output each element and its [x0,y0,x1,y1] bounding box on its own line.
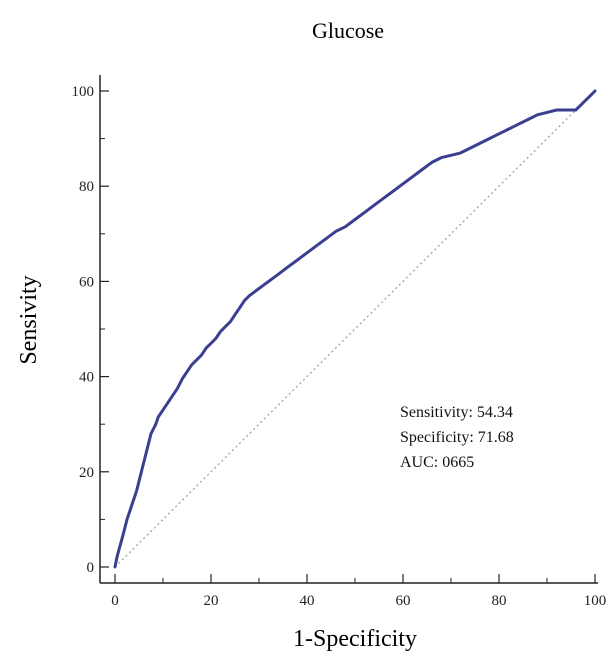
y-tick-label-100: 100 [72,84,95,100]
auc-annotation: AUC: 0665 [400,454,474,471]
sensitivity-annotation: Sensitivity: 54.34 [400,404,513,421]
x-axis-label: 1-Specificity [293,626,417,652]
y-tick-label-20: 20 [79,465,94,481]
reference-diagonal-line [114,90,596,568]
x-tick-label-40: 40 [300,593,315,609]
x-tick-label-0: 0 [111,593,119,609]
specificity-annotation: Specificity: 71.68 [400,429,514,446]
plot-area: 0 20 40 60 80 100 0 20 40 60 80 100 [72,75,607,609]
x-tick-label-80: 80 [492,593,507,609]
stats-annotation: Sensitivity: 54.34 Specificity: 71.68 AU… [400,404,514,471]
y-axis-label: Sensivity [16,275,42,364]
y-tick-label-0: 0 [87,560,95,576]
roc-curve-line [113,89,597,569]
chart-title: Glucose [312,18,384,43]
x-tick-label-20: 20 [204,593,219,609]
x-tick-label-100: 100 [584,593,607,609]
x-tick-label-60: 60 [396,593,411,609]
y-tick-label-60: 60 [79,274,94,290]
y-tick-label-40: 40 [79,370,94,386]
y-tick-label-80: 80 [79,179,94,195]
